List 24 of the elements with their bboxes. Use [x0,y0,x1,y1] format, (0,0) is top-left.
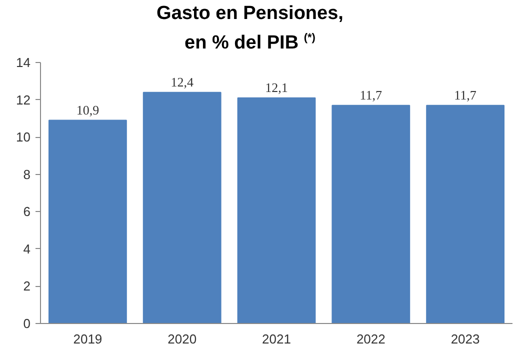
data-label: 10,9 [76,102,100,118]
data-label: 12,1 [265,80,288,95]
y-tick-label: 6 [23,204,31,220]
y-tick-label: 4 [23,241,31,256]
bar [237,97,316,324]
y-tick-label: 10 [16,130,31,145]
data-label: 11,7 [360,87,383,102]
x-tick-label: 2021 [262,332,291,346]
data-label: 12,4 [170,74,194,90]
y-tick-label: 12 [16,92,31,108]
data-label: 11,7 [454,87,477,102]
bar [48,120,127,324]
x-tick-label: 2020 [168,332,197,346]
x-tick-label: 2023 [450,332,480,346]
y-tick-label: 2 [23,278,31,294]
y-tick-label: 8 [23,166,31,182]
x-tick-label: 2019 [73,332,102,346]
bar [426,104,505,324]
bar [332,104,410,324]
y-tick-label: 0 [23,316,31,331]
bar [142,92,222,324]
chart-title: Gasto en Pensiones, en % del PIB $^{(*)}$ [156,2,344,56]
y-tick-label: 14 [16,55,31,70]
x-tick-label: 2022 [356,332,386,346]
